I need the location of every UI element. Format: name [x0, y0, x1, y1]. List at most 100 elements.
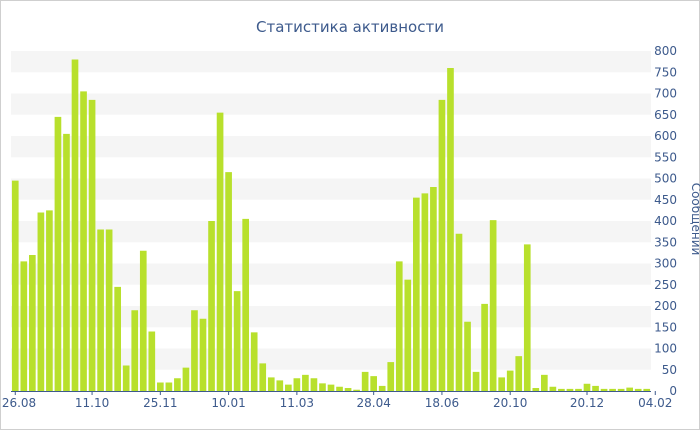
bars-group	[11, 59, 651, 392]
bar	[532, 388, 540, 391]
bar	[430, 187, 437, 391]
y-tick-label: 200	[654, 299, 677, 313]
bar	[344, 388, 352, 391]
bar	[88, 99, 96, 392]
x-tick-label: 26.08	[2, 396, 36, 410]
bar	[600, 388, 608, 392]
y-axis-label: Сообщений	[689, 183, 700, 256]
grid-band	[11, 178, 651, 200]
y-tick-label: 50	[662, 363, 677, 377]
grid-band	[11, 136, 651, 158]
bar	[378, 385, 386, 391]
bar	[626, 387, 633, 391]
bar	[139, 250, 147, 391]
y-tick-label: 150	[654, 320, 677, 334]
bar	[105, 229, 113, 391]
bar	[122, 365, 130, 391]
bar	[566, 388, 574, 392]
bar	[541, 374, 548, 391]
y-tick-label: 700	[654, 87, 677, 101]
x-tick-label: 10.01	[211, 396, 245, 410]
bar	[216, 112, 224, 392]
bar	[302, 374, 309, 391]
bar	[310, 378, 318, 391]
bar	[506, 370, 514, 391]
bar	[63, 133, 70, 392]
bar	[131, 310, 139, 391]
x-tick-label: 28.04	[356, 396, 390, 410]
bar	[447, 68, 454, 391]
bar	[71, 59, 79, 391]
bar	[276, 380, 284, 392]
bar	[404, 279, 412, 391]
bar	[80, 91, 87, 392]
bar	[11, 180, 19, 392]
bar	[250, 332, 258, 391]
bar	[233, 291, 241, 392]
x-tick-label: 20.10	[493, 396, 527, 410]
bar	[370, 376, 377, 392]
bar	[643, 388, 651, 392]
x-tick-label: 25.11	[143, 396, 177, 410]
x-tick-label: 18.06	[425, 396, 459, 410]
x-tick-label: 11.10	[75, 396, 109, 410]
chart-title: Статистика активности	[256, 18, 444, 36]
bar	[515, 356, 523, 391]
y-tick-label: 800	[654, 44, 677, 58]
bar	[54, 116, 62, 392]
bar	[46, 210, 53, 392]
bar	[165, 382, 173, 391]
bar	[609, 388, 616, 392]
bar	[319, 383, 326, 391]
bar	[259, 363, 267, 392]
bar	[174, 378, 181, 391]
bar	[37, 212, 45, 391]
y-tick-label: 0	[669, 384, 677, 398]
bar	[361, 371, 369, 392]
bar	[114, 286, 121, 392]
bar	[327, 384, 335, 392]
y-tick-label: 300	[654, 257, 677, 271]
bar	[157, 382, 164, 391]
bar	[575, 388, 582, 392]
bar	[395, 261, 403, 392]
bar	[267, 377, 275, 391]
y-tick-label: 550	[654, 150, 677, 164]
grid-band	[11, 51, 651, 73]
y-tick-label: 400	[654, 214, 677, 228]
bar	[336, 386, 343, 391]
y-tick-label: 100	[654, 342, 677, 356]
bar	[592, 385, 599, 391]
x-ticks-group: 26.08 11.10 25.11 10.01 11.03 28.04 18.06 20.10…	[2, 391, 672, 410]
bar	[191, 310, 198, 391]
bar	[472, 371, 480, 392]
y-tick-label: 650	[654, 108, 677, 122]
bar	[293, 378, 301, 391]
y-tick-label: 450	[654, 193, 677, 207]
x-tick-label: 20.12	[570, 396, 604, 410]
bar	[464, 321, 471, 391]
x-tick-label: 11.03	[280, 396, 314, 410]
grid-bands	[11, 51, 651, 370]
y-tick-label: 750	[654, 65, 677, 79]
y-tick-label: 600	[654, 129, 677, 143]
bar	[242, 218, 249, 392]
grid-band	[11, 93, 651, 115]
bar	[634, 388, 642, 392]
bar	[148, 331, 156, 391]
x-tick-label: 04.02	[638, 396, 672, 410]
bar	[387, 362, 395, 391]
bar	[225, 172, 232, 391]
bar	[29, 255, 36, 391]
bar	[481, 303, 488, 392]
bar	[583, 383, 591, 391]
y-ticks-group: 0 50 100 150 200 250 300 350 400 450 500 550 600 650 7…	[654, 44, 677, 398]
bar	[413, 197, 420, 392]
y-tick-label: 250	[654, 278, 677, 292]
bar	[438, 99, 446, 392]
bar	[199, 318, 207, 391]
y-tick-label: 350	[654, 235, 677, 249]
bar	[498, 377, 505, 391]
